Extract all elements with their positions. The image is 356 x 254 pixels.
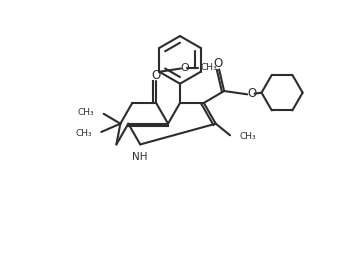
Text: CH₃: CH₃: [239, 132, 256, 141]
Text: O: O: [247, 87, 256, 100]
Text: CH₃: CH₃: [78, 108, 94, 117]
Text: O: O: [214, 57, 223, 70]
Text: CH₃: CH₃: [200, 63, 217, 72]
Text: NH: NH: [132, 152, 148, 162]
Text: O: O: [152, 69, 161, 82]
Text: CH₃: CH₃: [75, 129, 92, 138]
Text: O: O: [180, 63, 189, 73]
